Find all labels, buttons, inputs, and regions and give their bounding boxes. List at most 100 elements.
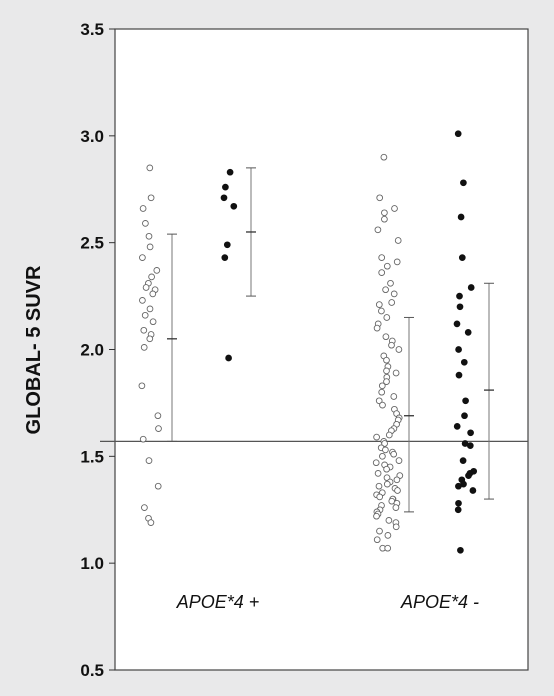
filled-data-point bbox=[222, 183, 229, 191]
open-data-point bbox=[390, 393, 398, 400]
open-data-point bbox=[392, 523, 400, 531]
open-data-point bbox=[147, 519, 155, 526]
open-data-point bbox=[376, 493, 384, 501]
open-data-point bbox=[382, 286, 389, 294]
y-tick-label: 1.5 bbox=[80, 447, 104, 466]
open-data-point bbox=[383, 480, 391, 488]
open-data-point bbox=[395, 346, 403, 353]
open-data-point bbox=[153, 267, 161, 274]
open-data-point bbox=[383, 262, 391, 270]
open-data-point bbox=[374, 470, 382, 477]
filled-data-point bbox=[467, 284, 475, 291]
filled-data-point bbox=[457, 546, 464, 554]
data-points bbox=[138, 130, 478, 554]
open-data-point bbox=[373, 324, 381, 332]
group-label-apoe4-positive: APOE*4 + bbox=[176, 592, 260, 612]
open-data-point bbox=[155, 425, 162, 432]
open-data-point bbox=[140, 344, 148, 351]
y-tick-label: 3.5 bbox=[80, 20, 104, 39]
open-data-point bbox=[139, 435, 147, 443]
filled-data-point bbox=[220, 194, 228, 202]
filled-data-point bbox=[226, 168, 234, 176]
filled-data-point bbox=[456, 292, 463, 300]
open-data-point bbox=[392, 369, 400, 377]
filled-data-point bbox=[462, 397, 469, 405]
open-data-point bbox=[383, 367, 390, 375]
open-data-point bbox=[394, 487, 401, 494]
y-tick-label: 0.5 bbox=[80, 661, 104, 680]
open-data-point bbox=[376, 527, 383, 535]
filled-data-point bbox=[459, 457, 467, 464]
open-data-point bbox=[378, 307, 385, 315]
open-data-point bbox=[391, 205, 398, 212]
y-tick-label: 1.0 bbox=[80, 554, 104, 573]
open-data-point bbox=[390, 290, 398, 298]
filled-data-point bbox=[455, 346, 462, 353]
open-data-point bbox=[146, 305, 154, 313]
open-data-point bbox=[372, 459, 380, 467]
open-data-point bbox=[388, 341, 395, 349]
open-data-point bbox=[378, 254, 386, 261]
open-data-point bbox=[392, 504, 400, 511]
open-data-point bbox=[395, 457, 403, 464]
filled-data-point bbox=[458, 254, 466, 261]
open-data-point bbox=[383, 465, 390, 473]
open-data-point bbox=[383, 314, 391, 321]
y-tick-label: 3.0 bbox=[80, 127, 104, 146]
filled-data-point bbox=[461, 412, 468, 420]
open-data-point bbox=[378, 269, 386, 276]
open-data-point bbox=[375, 301, 383, 308]
open-data-point bbox=[154, 412, 162, 420]
filled-data-point bbox=[221, 254, 229, 261]
open-data-point bbox=[145, 232, 153, 240]
open-data-point bbox=[147, 194, 155, 202]
open-data-point bbox=[378, 388, 386, 396]
filled-data-point bbox=[464, 329, 472, 336]
open-data-point bbox=[393, 258, 401, 266]
open-data-point bbox=[149, 318, 157, 326]
plot-frame bbox=[114, 28, 529, 671]
filled-data-point bbox=[455, 371, 463, 379]
open-data-point bbox=[385, 517, 393, 524]
open-data-point bbox=[139, 254, 146, 261]
open-data-point bbox=[149, 290, 157, 298]
filled-data-point bbox=[460, 358, 468, 366]
open-data-point bbox=[385, 431, 393, 439]
open-data-point bbox=[379, 452, 386, 460]
open-data-point bbox=[140, 326, 148, 334]
open-data-point bbox=[393, 476, 401, 484]
filled-data-point bbox=[230, 202, 238, 210]
open-data-point bbox=[388, 299, 396, 306]
group-label-apoe4-negative: APOE*4 - bbox=[400, 592, 479, 612]
open-data-point bbox=[146, 243, 154, 251]
filled-data-point bbox=[460, 179, 467, 187]
filled-data-point bbox=[457, 213, 465, 221]
open-data-point bbox=[383, 378, 390, 385]
open-data-point bbox=[141, 504, 148, 511]
y-tick-label: 2.0 bbox=[80, 341, 104, 360]
filled-data-point bbox=[223, 241, 231, 249]
open-data-point bbox=[139, 205, 147, 212]
open-data-point bbox=[142, 220, 149, 227]
y-tick-label: 2.5 bbox=[80, 234, 104, 253]
open-data-point bbox=[382, 333, 390, 341]
open-data-point bbox=[380, 153, 388, 161]
error-bars bbox=[167, 167, 494, 513]
open-data-point bbox=[154, 482, 162, 490]
filled-data-point bbox=[454, 130, 462, 138]
open-data-point bbox=[384, 532, 392, 539]
open-data-point bbox=[374, 226, 382, 234]
open-data-point bbox=[373, 433, 380, 441]
open-data-point bbox=[384, 544, 392, 552]
filled-data-point bbox=[465, 472, 472, 479]
open-data-point bbox=[146, 164, 154, 172]
filled-data-point bbox=[466, 442, 474, 449]
open-data-point bbox=[378, 382, 386, 390]
filled-data-point bbox=[469, 487, 477, 494]
open-data-point bbox=[148, 273, 155, 281]
filled-data-point bbox=[453, 423, 461, 430]
open-data-point bbox=[373, 536, 381, 544]
open-data-point bbox=[383, 356, 390, 364]
open-data-point bbox=[145, 457, 153, 464]
